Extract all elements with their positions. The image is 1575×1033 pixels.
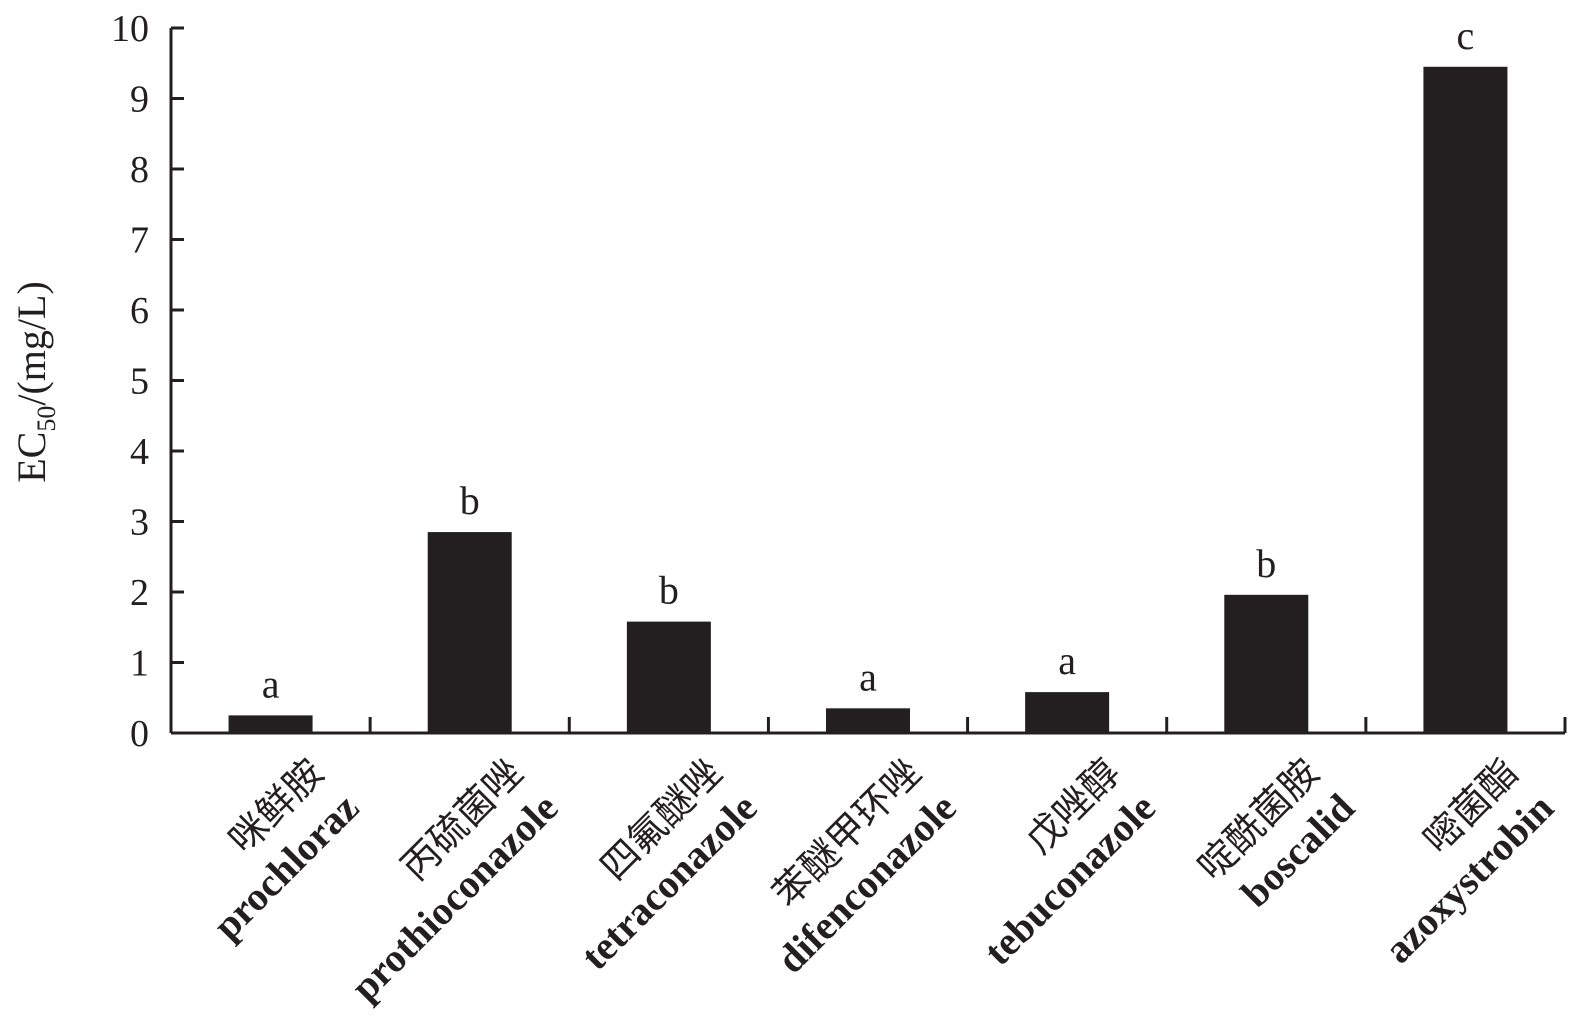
y-tick-label: 8 — [130, 149, 149, 191]
significance-labels: a b b a a b c — [262, 13, 1475, 707]
y-axis-title-main: EC — [9, 432, 54, 483]
y-axis: 0 1 2 3 4 5 6 7 8 9 10 — [111, 8, 184, 755]
bar-azoxystrobin — [1423, 66, 1508, 733]
y-tick-label: 1 — [130, 643, 149, 685]
bar-boscalid — [1224, 594, 1309, 733]
y-tick-label: 5 — [130, 361, 149, 403]
significance-letter: b — [1256, 541, 1276, 586]
significance-letter: a — [859, 654, 877, 699]
bar-prochloraz — [228, 715, 313, 733]
y-tick-label: 4 — [130, 431, 149, 473]
significance-letter: a — [262, 661, 280, 706]
y-axis-title-suffix: /(mg/L) — [9, 281, 54, 405]
significance-letter: a — [1058, 638, 1076, 683]
bars — [228, 66, 1508, 733]
y-tick-label: 6 — [130, 290, 149, 332]
bar-difenconazole — [826, 708, 910, 733]
bar-tetraconazole — [626, 621, 711, 733]
y-axis-title-subscript: 50 — [32, 406, 61, 432]
y-tick-label: 7 — [130, 220, 149, 262]
significance-letter: b — [659, 568, 679, 613]
y-tick-label: 10 — [111, 8, 149, 50]
bar-tebuconazole — [1025, 692, 1110, 733]
y-tick-label: 9 — [130, 79, 149, 121]
bar-prothioconazole — [427, 532, 512, 733]
y-tick-label: 2 — [130, 572, 149, 614]
significance-letter: b — [460, 478, 480, 523]
significance-letter: c — [1457, 13, 1475, 58]
y-tick-label: 0 — [130, 713, 149, 755]
y-tick-label: 3 — [130, 502, 149, 544]
y-axis-title: EC50/(mg/L) — [9, 281, 61, 483]
